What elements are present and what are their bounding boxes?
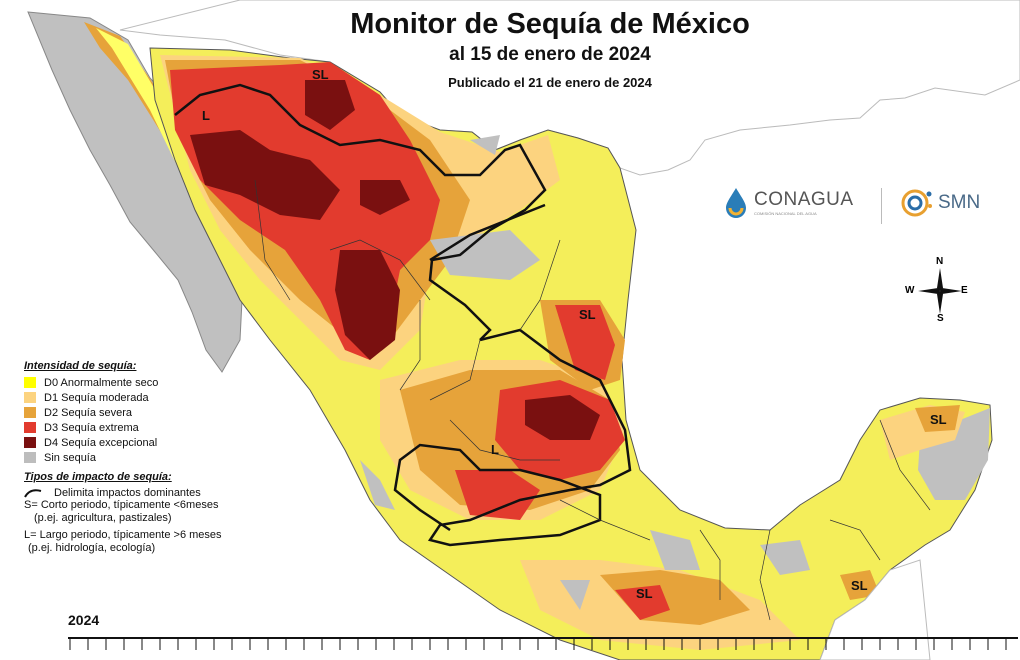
legend-item: Sin sequía — [24, 450, 304, 465]
d4-northwest — [190, 130, 340, 220]
logo-separator — [881, 188, 882, 224]
legend-item: D1 Sequía moderada — [24, 390, 304, 405]
compass-w: W — [905, 285, 915, 296]
legend-short-term-example: (p.ej. agricultura, pastizales) — [34, 512, 172, 524]
legend-swatch — [24, 377, 36, 388]
legend-intensity-heading: Intensidad de sequía: — [24, 360, 137, 372]
compass-icon — [918, 268, 962, 314]
impact-boundary-central — [393, 328, 632, 547]
no-drought-ne2 — [470, 135, 500, 155]
legend-item-label: D1 Sequía moderada — [44, 391, 149, 404]
label-l-northwest: L — [202, 108, 210, 123]
conagua-drop-icon — [726, 188, 746, 218]
smn-name: SMN — [938, 192, 981, 213]
compass-s: S — [937, 313, 944, 324]
map-title: Monitor de Sequía de México — [350, 8, 750, 40]
state-borders — [254, 179, 931, 621]
d3-central-west — [455, 470, 540, 520]
legend-item-label: D3 Sequía extrema — [44, 421, 139, 434]
d4-durango — [335, 250, 400, 360]
legend-item-label: D2 Sequía severa — [44, 406, 133, 419]
legend-item-label: D4 Sequía excepcional — [44, 436, 158, 449]
legend-item: D0 Anormalmente seco — [24, 375, 304, 390]
boundary-line-icon — [24, 489, 42, 498]
d4-northcentral — [360, 180, 410, 215]
d3-south — [615, 585, 670, 620]
no-drought-s2 — [560, 580, 590, 610]
no-drought-se — [760, 540, 810, 575]
label-sl-yucatan: SL — [930, 412, 947, 427]
legend-item: D4 Sequía excepcional — [24, 435, 304, 450]
label-sl-southeast: SL — [851, 578, 868, 593]
d4-north — [305, 80, 355, 130]
compass-n: N — [936, 256, 944, 267]
d3-east — [555, 305, 615, 380]
legend-swatch — [24, 422, 36, 433]
conagua-subtitle: COMISIÓN NACIONAL DEL AGUA — [754, 210, 817, 216]
yucatan-d2 — [915, 405, 960, 432]
no-drought-s1 — [650, 530, 700, 570]
legend-long-term-example: (p.ej. hidrología, ecología) — [28, 542, 156, 554]
legend: Intensidad de sequía: D0 Anormalmente se… — [24, 360, 304, 555]
d4-central — [525, 395, 600, 440]
smn-logo: SMN — [898, 186, 980, 220]
se-d2 — [840, 570, 880, 600]
compass-e: E — [961, 285, 968, 296]
conagua-logo: CONAGUA COMISIÓN NACIONAL DEL AGUA — [722, 186, 854, 218]
map-subtitle: al 15 de enero de 2024 — [449, 44, 651, 65]
legend-impact-line: Delimita impactos dominantes — [24, 487, 304, 499]
legend-item-label: D0 Anormalmente seco — [44, 376, 159, 389]
smn-spiral-icon — [901, 189, 932, 217]
legend-item-label: Sin sequía — [44, 451, 96, 464]
impact-boundary-ne — [429, 203, 546, 262]
yucatan-gray — [918, 408, 990, 500]
compass-rose: N S E W — [905, 256, 975, 324]
conagua-name: CONAGUA — [754, 188, 854, 210]
guatemala — [819, 559, 931, 660]
legend-item: D3 Sequía extrema — [24, 420, 304, 435]
timeline-year: 2024 — [68, 612, 100, 628]
baja-north-d0 — [96, 28, 190, 176]
legend-impact-line-label: Delimita impactos dominantes — [54, 487, 201, 499]
label-sl-north: SL — [312, 67, 329, 82]
legend-swatch — [24, 392, 36, 403]
legend-swatch — [24, 437, 36, 448]
label-sl-northeast: SL — [579, 307, 596, 322]
publication-date: Publicado el 21 de enero de 2024 — [448, 75, 652, 90]
label-l-central: L — [491, 442, 499, 457]
label-sl-south: SL — [636, 586, 653, 601]
legend-intensity-list: D0 Anormalmente seco D1 Sequía moderada D2… — [24, 375, 304, 465]
impact-boundary-north — [174, 83, 547, 341]
no-drought-sw — [360, 460, 395, 510]
legend-swatch — [24, 452, 36, 463]
timeline-axis — [68, 637, 1018, 650]
legend-item: D2 Sequía severa — [24, 405, 304, 420]
legend-impact-heading: Tipos de impacto de sequía: — [24, 471, 172, 483]
legend-long-term: L= Largo periodo, típicamente >6 meses — [24, 529, 222, 541]
timeline: 2024 — [68, 612, 1018, 650]
legend-short-term: S= Corto periodo, típicamente <6meses — [24, 499, 219, 511]
legend-swatch — [24, 407, 36, 418]
